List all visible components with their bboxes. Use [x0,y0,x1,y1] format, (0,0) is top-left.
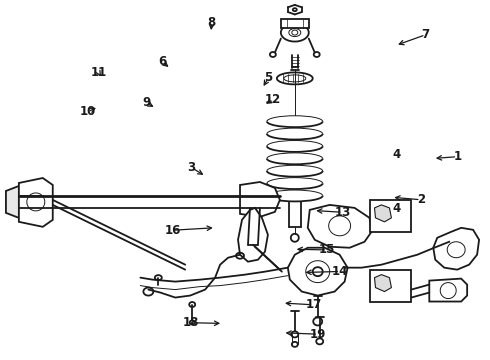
Text: 6: 6 [158,55,166,68]
Polygon shape [240,182,280,217]
Text: 2: 2 [416,193,425,206]
Text: 4: 4 [392,148,400,161]
Text: 7: 7 [421,28,430,41]
Polygon shape [429,279,467,302]
Text: 12: 12 [265,93,281,106]
Bar [281,19,309,28]
Polygon shape [308,205,371,248]
Text: 3: 3 [187,161,196,174]
Text: 18: 18 [183,316,199,329]
Polygon shape [433,228,479,270]
Text: 14: 14 [332,265,348,278]
Bar [369,270,412,302]
Text: 11: 11 [91,66,107,79]
Polygon shape [6,186,19,218]
Text: 17: 17 [305,298,321,311]
Text: 13: 13 [335,206,351,219]
Polygon shape [19,178,53,227]
Text: 10: 10 [80,105,96,118]
Text: 1: 1 [453,150,462,163]
Text: 8: 8 [208,16,216,29]
Text: 16: 16 [165,224,181,237]
Text: 19: 19 [310,328,326,341]
Polygon shape [238,208,268,262]
Polygon shape [288,248,347,296]
Text: 15: 15 [319,243,335,256]
Text: 5: 5 [264,71,272,84]
Text: 9: 9 [142,96,150,109]
Polygon shape [374,205,392,222]
Text: 4: 4 [392,202,400,215]
Polygon shape [374,275,392,292]
Bar [369,200,412,232]
